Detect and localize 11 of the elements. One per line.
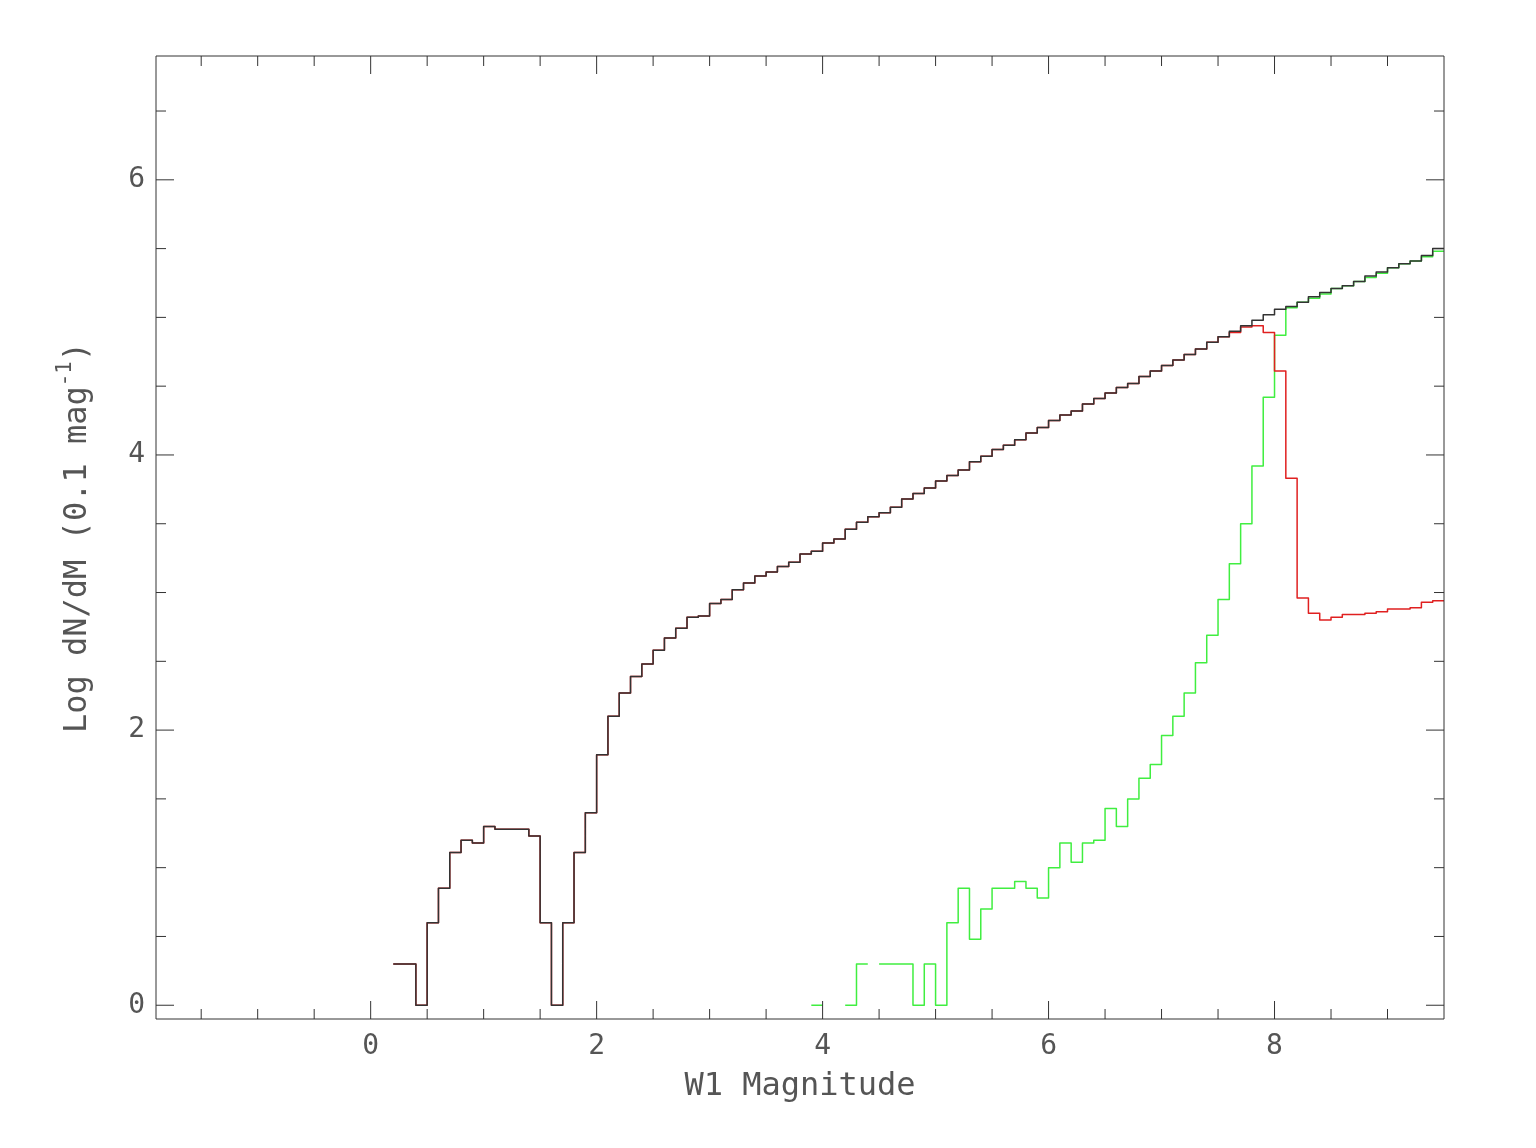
y-tick-label: 4: [128, 436, 145, 470]
x-tick-label: 0: [362, 1028, 380, 1062]
x-tick-label: 8: [1266, 1028, 1283, 1062]
y-tick-label: 6: [128, 161, 145, 195]
y-axis-title: Log dN/dM (0.1 mag-1): [51, 341, 95, 734]
x-tick-label: 2: [588, 1028, 606, 1062]
x-tick-label: 6: [1040, 1028, 1057, 1062]
y-tick-label: 2: [128, 711, 145, 745]
x-tick-label: 4: [814, 1028, 832, 1062]
y-tick-label: 0: [128, 986, 145, 1020]
x-axis-title: W1 Magnitude: [684, 1065, 916, 1104]
